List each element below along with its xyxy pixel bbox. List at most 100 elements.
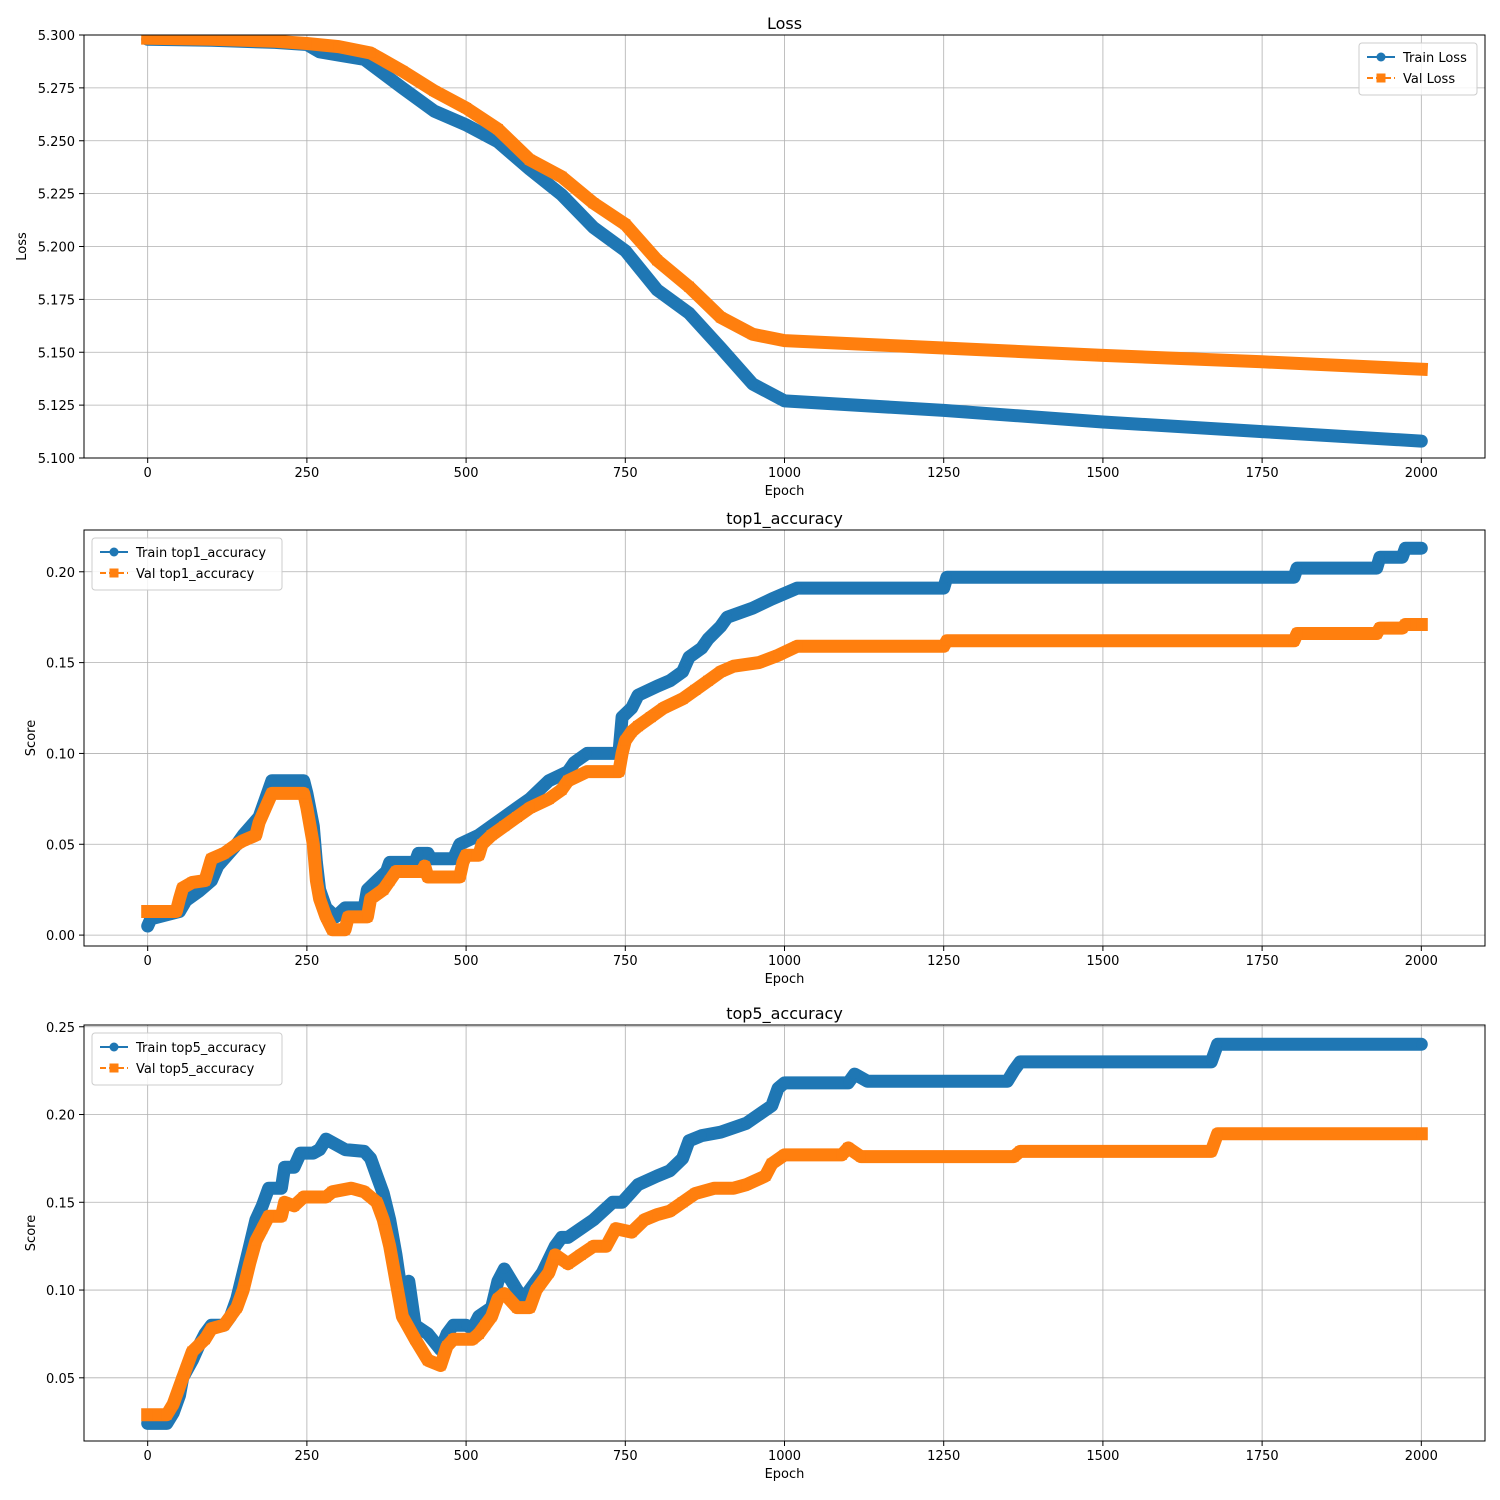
series-point: [773, 650, 784, 661]
series-point: [371, 875, 382, 886]
series-point: [550, 1249, 561, 1260]
series-point: [340, 1144, 351, 1155]
series-point: [276, 1211, 287, 1222]
series-point: [448, 853, 459, 864]
series-point: [238, 835, 249, 846]
series-point: [289, 1162, 300, 1173]
x-tick-label: 2000: [1405, 1449, 1438, 1464]
x-tick-label: 1500: [1086, 466, 1119, 481]
plot-area: [141, 35, 1429, 448]
series-point: [250, 1235, 261, 1246]
series-point: [588, 198, 599, 209]
series-point: [359, 1186, 370, 1197]
chart-panel-2: 0 250 500 750 1000 1250 1500 1750 2000 0.00 0.05 0.…: [24, 509, 1486, 987]
series-point: [206, 35, 217, 45]
series-point: [499, 821, 510, 832]
series-point: [413, 848, 424, 859]
series-point: [320, 1192, 331, 1203]
series-point: [499, 1288, 510, 1299]
series-point: [378, 1214, 389, 1225]
series-point: [779, 1077, 790, 1088]
series-point: [454, 871, 465, 882]
series-point: [177, 882, 188, 893]
series-point: [543, 793, 554, 804]
series-point: [607, 1197, 618, 1208]
x-tick-label: 0: [144, 954, 152, 969]
series-point: [416, 866, 427, 877]
series-point: [1374, 552, 1385, 563]
series-point: [664, 1206, 675, 1217]
series-point: [677, 666, 688, 677]
series-point: [652, 1209, 663, 1220]
series-point: [1416, 543, 1427, 554]
y-tick-label: 0.10: [46, 747, 75, 762]
x-tick-label: 0: [144, 1449, 152, 1464]
series-point: [741, 1179, 752, 1190]
y-tick-label: 5.250: [38, 135, 75, 150]
chart-title: top5_accuracy: [726, 1004, 843, 1024]
series-point: [295, 1148, 306, 1159]
series-point: [941, 572, 952, 583]
series-point: [263, 1211, 274, 1222]
series-point: [1206, 1056, 1217, 1067]
series-point: [1008, 1065, 1019, 1076]
series-point: [187, 1346, 198, 1357]
x-tick-label: 1750: [1246, 466, 1279, 481]
series-point: [588, 1214, 599, 1225]
series-point: [187, 877, 198, 888]
series-point: [1397, 552, 1408, 563]
series-point: [938, 405, 949, 416]
series-point: [448, 1320, 459, 1331]
series-point: [457, 857, 468, 868]
series-point: [486, 830, 497, 841]
x-tick-label: 750: [613, 1449, 638, 1464]
y-tick-label: 5.200: [38, 241, 75, 256]
series-point: [448, 1334, 459, 1345]
x-tick-label: 250: [294, 954, 319, 969]
series-point: [142, 1409, 153, 1420]
series-point: [298, 788, 309, 799]
series-point: [1002, 1076, 1013, 1087]
x-tick-label: 2000: [1405, 954, 1438, 969]
series-point: [301, 38, 312, 49]
y-tick-label: 5.225: [38, 188, 75, 203]
series-point: [652, 284, 663, 295]
chart-title: top1_accuracy: [726, 509, 843, 529]
series-point: [467, 1334, 478, 1345]
y-tick-label: 5.100: [38, 452, 75, 467]
series-point: [365, 1153, 376, 1164]
series-point: [550, 1241, 561, 1252]
series-point: [260, 802, 271, 813]
series-point: [760, 1170, 771, 1181]
series-point: [461, 119, 472, 130]
series-point: [441, 1341, 452, 1352]
series-point: [524, 802, 535, 813]
series-point: [715, 1127, 726, 1138]
series-point: [556, 189, 567, 200]
series-point: [397, 65, 408, 76]
series-point: [1097, 417, 1108, 428]
series-point: [664, 675, 675, 686]
series-point: [270, 36, 281, 47]
series-point: [454, 839, 465, 850]
series-point: [461, 850, 472, 861]
series-point: [1371, 563, 1382, 574]
series-point: [575, 1249, 586, 1260]
series-point: [855, 1151, 866, 1162]
series-point: [1400, 619, 1411, 630]
series-point: [384, 857, 395, 868]
y-tick-label: 0.25: [46, 1021, 75, 1036]
series-point: [1206, 1146, 1217, 1157]
y-tick-label: 0.00: [46, 929, 75, 944]
legend-marker: [109, 568, 119, 578]
plot-area: [141, 541, 1428, 937]
x-tick-label: 500: [454, 954, 479, 969]
series-point: [257, 1223, 268, 1234]
series-point: [343, 911, 354, 922]
series-point: [677, 693, 688, 704]
series-point: [849, 1069, 860, 1080]
series-point: [617, 1197, 628, 1208]
series-point: [613, 766, 624, 777]
series-point: [652, 255, 663, 266]
series-point: [620, 245, 631, 256]
